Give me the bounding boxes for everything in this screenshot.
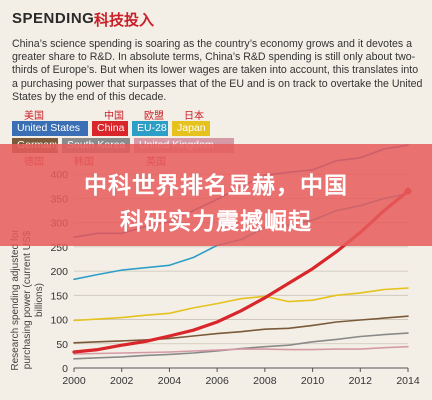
- y-tick-label: 100: [50, 315, 68, 327]
- x-tick-label: 2012: [349, 375, 373, 387]
- x-tick-label: 2000: [62, 375, 86, 387]
- series-line-japan: [73, 287, 409, 322]
- series-line-united-kingdom: [73, 345, 409, 355]
- y-tick-label: 50: [56, 339, 68, 351]
- series-line-germany: [73, 315, 409, 344]
- legend-zh-label: 美国: [24, 111, 44, 122]
- x-tick-label: 2002: [110, 375, 134, 387]
- legend-entry: China: [92, 121, 128, 136]
- y-tick-label: 150: [50, 290, 68, 302]
- intro-paragraph: China’s science spending is soaring as t…: [12, 38, 423, 103]
- headline-banner: 中科世界排名显赫，中国 科研实力震撼崛起: [0, 144, 432, 246]
- legend-entry: United States: [12, 121, 88, 136]
- y-tick-label: 0: [62, 363, 68, 375]
- chart-title-en: SPENDING: [12, 10, 95, 27]
- legend-zh-label: 中国: [104, 111, 124, 122]
- legend-zh-label: 日本: [184, 111, 204, 122]
- x-tick-label: 2014: [396, 375, 420, 387]
- legend-entry: Japan: [172, 121, 210, 136]
- x-tick-label: 2006: [205, 375, 229, 387]
- x-tick-label: 2008: [253, 375, 277, 387]
- headline-line-1: 中科世界排名显赫，中国: [84, 173, 348, 199]
- x-tick-label: 2010: [301, 375, 325, 387]
- chart-title-zh: 科技投入: [94, 11, 155, 29]
- legend-entry: EU-28: [132, 121, 168, 136]
- x-tick-label: 2004: [158, 375, 182, 387]
- headline-line-2: 科研实力震撼崛起: [120, 209, 312, 235]
- y-tick-label: 200: [50, 266, 68, 278]
- legend-zh-label: 欧盟: [144, 111, 164, 122]
